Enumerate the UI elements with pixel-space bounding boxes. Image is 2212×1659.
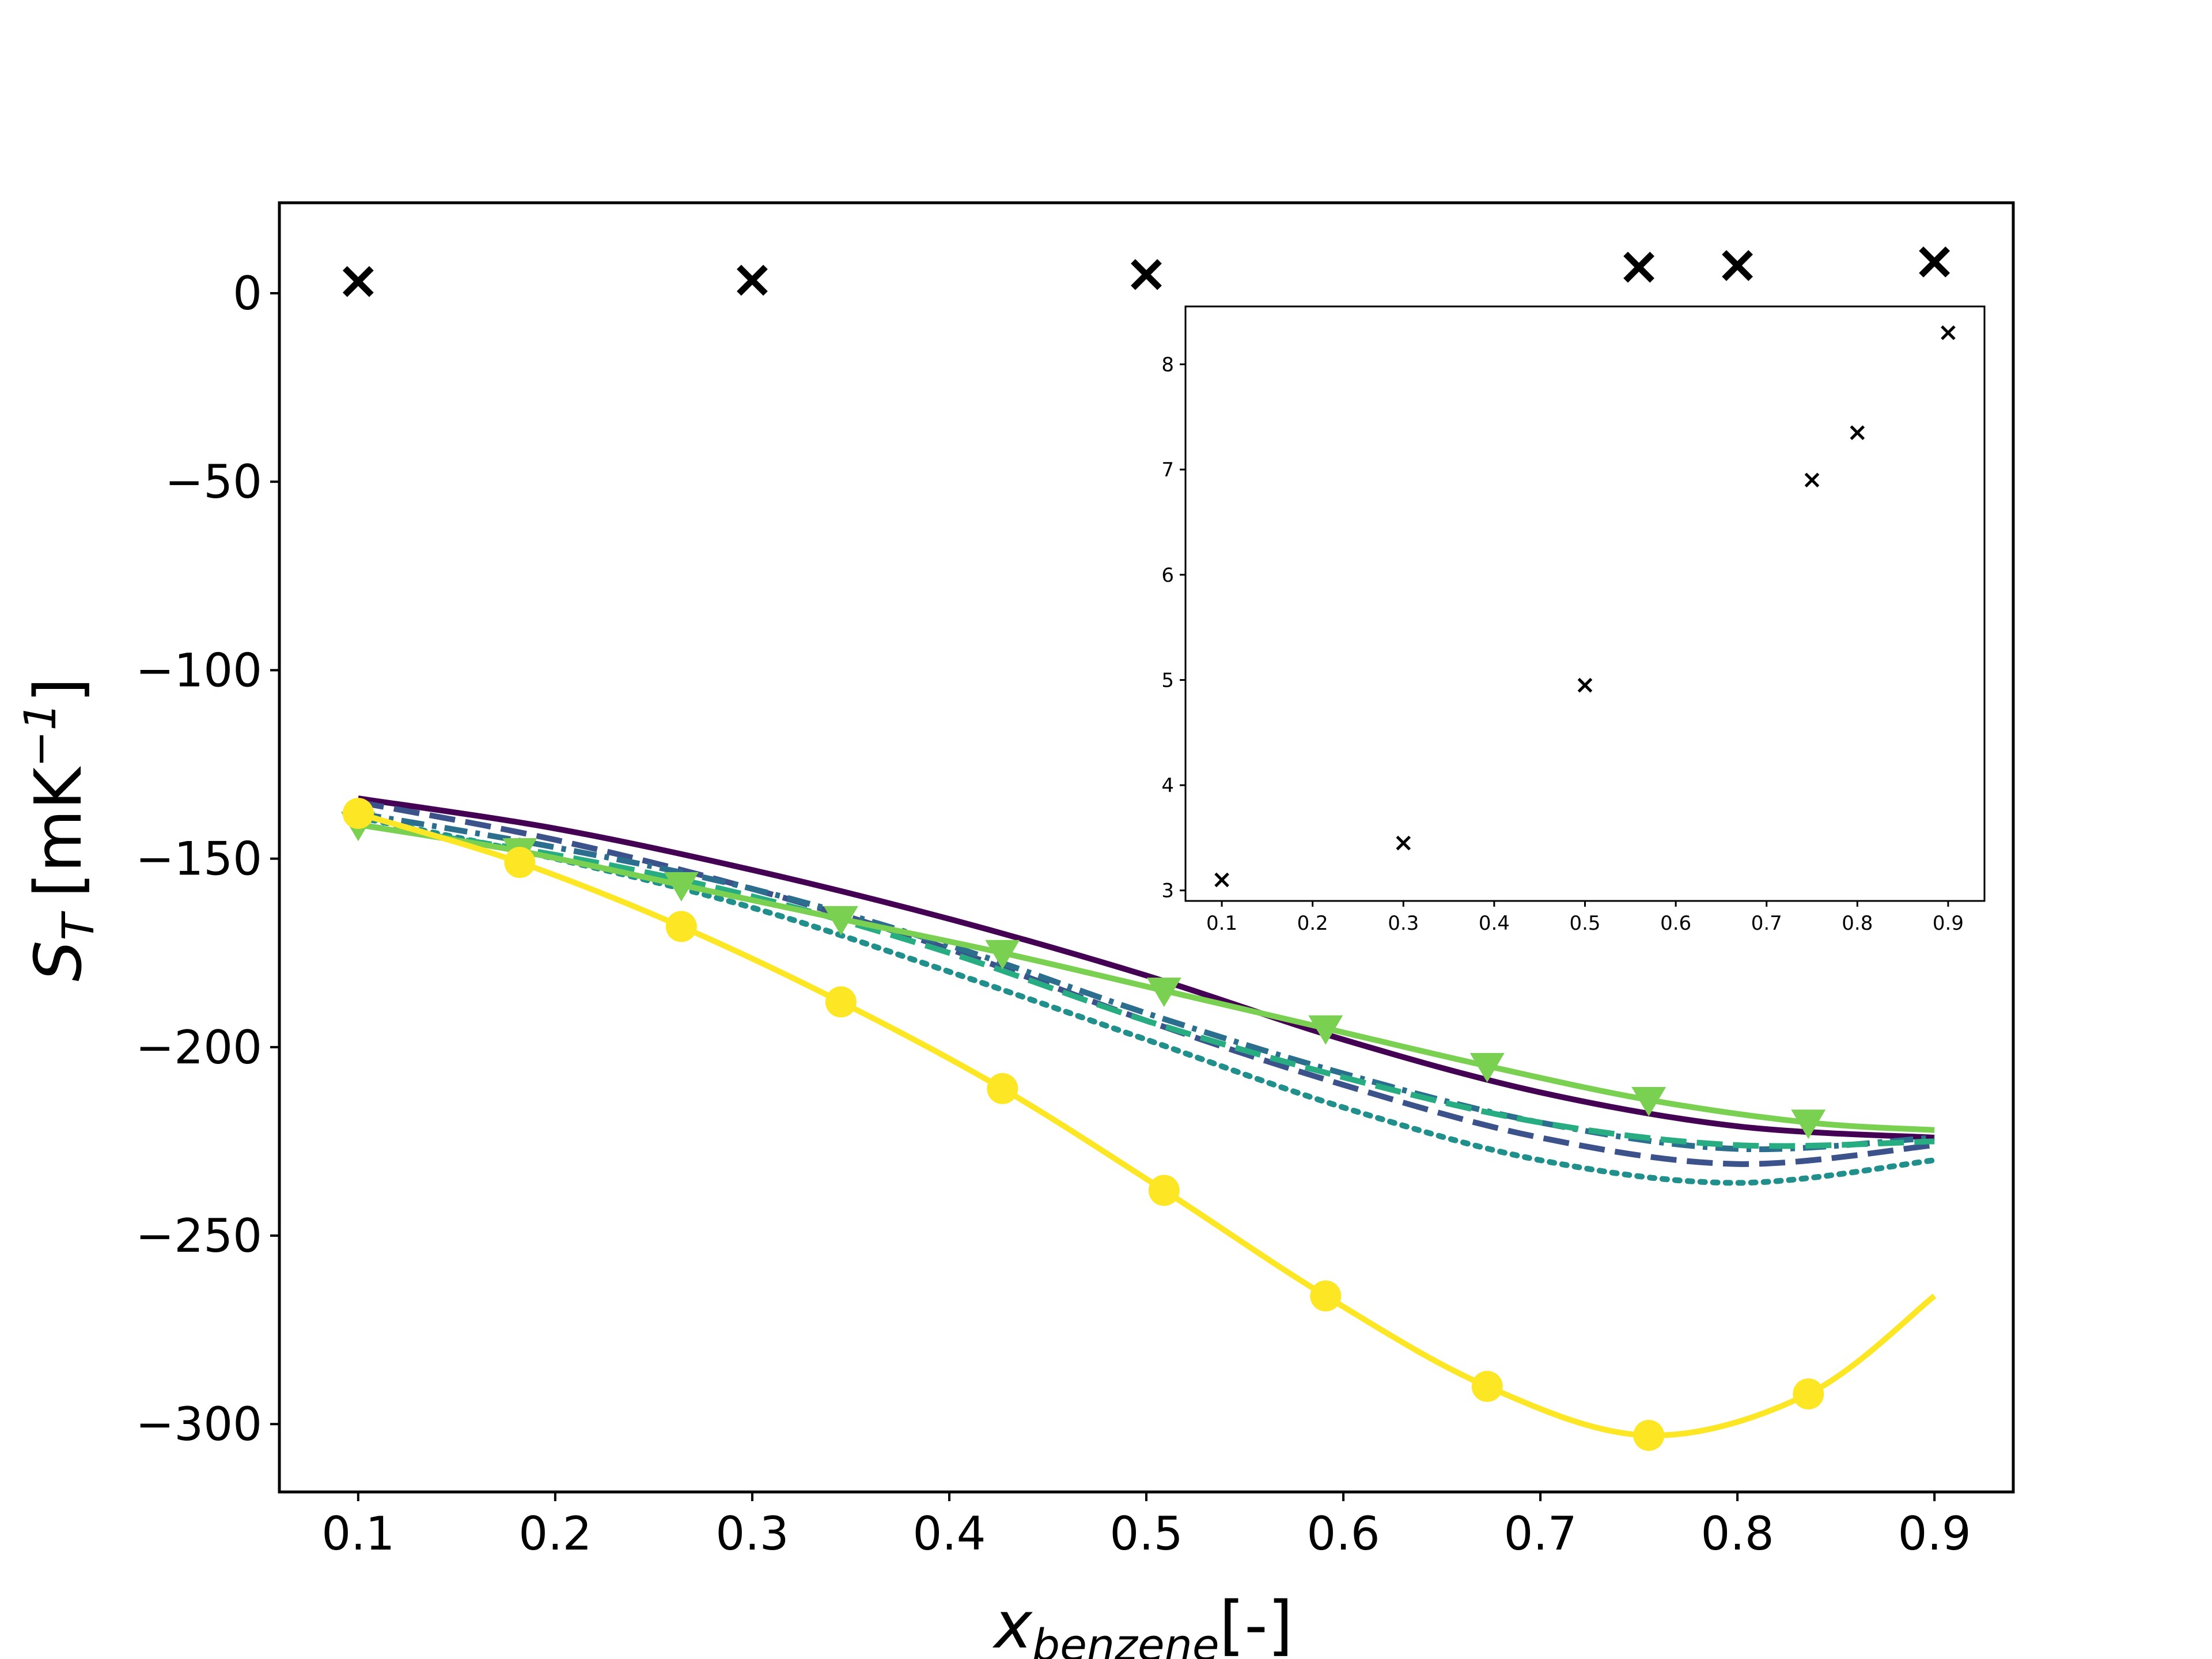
main-experimental-points — [342, 246, 1950, 297]
x-axis-label-suffix: [-] — [1219, 1588, 1293, 1659]
inset-point — [1214, 872, 1229, 888]
experimental-point — [1722, 250, 1753, 281]
series-3-line — [357, 810, 1935, 1153]
inset-x-tick-label: 0.7 — [1751, 912, 1782, 935]
experimental-point — [1131, 259, 1162, 290]
series-7-marker — [1471, 1370, 1503, 1402]
series-6-marker — [823, 906, 858, 935]
series-5-line — [358, 821, 1935, 1149]
x-axis-label: xbenzene[-] — [993, 1588, 1293, 1659]
inset-x-tick-label: 0.2 — [1297, 912, 1328, 935]
x-tick-label: 0.9 — [1898, 1507, 1971, 1560]
series-6-marker — [1631, 1086, 1666, 1116]
x-tick-label: 0.4 — [912, 1507, 986, 1560]
x-axis-label-sub: benzene — [1032, 1619, 1219, 1659]
y-axis-label-exp: −1 — [14, 703, 66, 767]
inset-background — [1185, 306, 1984, 901]
inset-point — [1577, 677, 1593, 693]
series-1 — [358, 795, 1935, 1141]
x-tick-label: 0.5 — [1109, 1507, 1183, 1560]
x-axis-label-main: x — [993, 1588, 1033, 1659]
y-tick-label: −200 — [135, 1021, 262, 1074]
series-6-marker — [1146, 978, 1181, 1007]
x-tick-label: 0.1 — [321, 1507, 395, 1560]
inset-x-tick-label: 0.6 — [1660, 912, 1691, 935]
inset-y-tick-label: 5 — [1161, 669, 1174, 692]
series-6-marker — [664, 872, 699, 902]
y-tick-label: −50 — [165, 455, 262, 509]
inset-points — [1214, 325, 1956, 888]
y-axis-label-close: ] — [21, 677, 96, 703]
main-x-axis: 0.1 0.2 0.3 0.4 0.5 0.6 0.7 0.8 0.9 — [321, 1492, 1971, 1560]
y-tick-label: −250 — [135, 1209, 262, 1263]
series-7-marker — [342, 798, 374, 830]
series-1-line — [358, 795, 1935, 1141]
inset-point — [1850, 425, 1865, 440]
main-y-axis: 0 −50 −100 −150 −200 −250 −300 — [135, 267, 279, 1451]
experimental-point — [1623, 252, 1654, 283]
x-tick-label: 0.8 — [1701, 1507, 1774, 1560]
inset-y-tick-label: 3 — [1161, 880, 1174, 903]
y-tick-label: −100 — [135, 643, 262, 697]
y-tick-label: −300 — [135, 1397, 262, 1451]
experimental-point — [342, 266, 374, 297]
inset-x-tick-label: 0.8 — [1842, 912, 1873, 935]
series-7-marker — [1310, 1280, 1342, 1312]
x-tick-label: 0.6 — [1306, 1507, 1380, 1560]
series-7-marker — [504, 847, 536, 878]
inset-x-axis: 0.1 0.2 0.3 0.4 0.5 0.6 0.7 0.8 0.9 — [1206, 901, 1964, 935]
experimental-point — [1919, 246, 1950, 278]
inset-point — [1396, 835, 1411, 851]
x-tick-label: 0.2 — [518, 1507, 592, 1560]
inset-x-tick-label: 0.9 — [1933, 912, 1964, 935]
inset-y-tick-label: 4 — [1161, 774, 1174, 797]
series-5 — [358, 821, 1935, 1149]
inset-x-tick-label: 0.1 — [1206, 912, 1237, 935]
inset-y-tick-label: 8 — [1161, 353, 1174, 376]
series-7-marker — [1793, 1378, 1824, 1410]
inset-point — [1804, 472, 1820, 488]
y-tick-label: −150 — [135, 832, 262, 886]
inset-y-tick-label: 6 — [1161, 564, 1174, 587]
series-7-marker — [665, 911, 697, 942]
main-series-layer — [340, 795, 1938, 1451]
experimental-point — [737, 264, 768, 296]
y-axis-label-main: S — [21, 941, 96, 982]
y-tick-label: 0 — [233, 267, 262, 320]
inset-y-axis: 3 4 5 6 7 8 — [1161, 353, 1185, 903]
y-axis-label-sub: T — [52, 911, 104, 941]
series-3 — [357, 810, 1935, 1153]
series-7-marker — [1148, 1175, 1180, 1206]
series-6-marker — [985, 940, 1020, 969]
inset-x-tick-label: 0.3 — [1388, 912, 1419, 935]
series-7-marker — [825, 986, 857, 1018]
x-tick-label: 0.7 — [1503, 1507, 1577, 1560]
inset-x-tick-label: 0.5 — [1569, 912, 1600, 935]
y-axis-label: ST [mK−1] — [14, 677, 104, 982]
inset-y-tick-label: 7 — [1161, 459, 1174, 482]
series-6 — [340, 812, 1935, 1139]
y-axis-label-suffix: [mK — [21, 766, 96, 897]
inset-point — [1941, 325, 1956, 340]
series-6-marker — [1469, 1053, 1505, 1083]
series-7-marker — [1633, 1419, 1665, 1451]
series-6-marker — [1791, 1109, 1826, 1139]
inset-plot: 0.1 0.2 0.3 0.4 0.5 0.6 0.7 0.8 0.9 3 4 5 6 7 8 — [1161, 305, 1986, 935]
inset-x-tick-label: 0.4 — [1479, 912, 1510, 935]
series-7 — [342, 798, 1937, 1451]
series-7-marker — [987, 1073, 1018, 1104]
series-6-marker — [1308, 1015, 1343, 1045]
main-plot-area: 0.1 0.2 0.3 0.4 0.5 0.6 0.7 0.8 0.9 0 −50 −100 −150… — [135, 201, 2015, 1560]
x-tick-label: 0.3 — [715, 1507, 789, 1560]
